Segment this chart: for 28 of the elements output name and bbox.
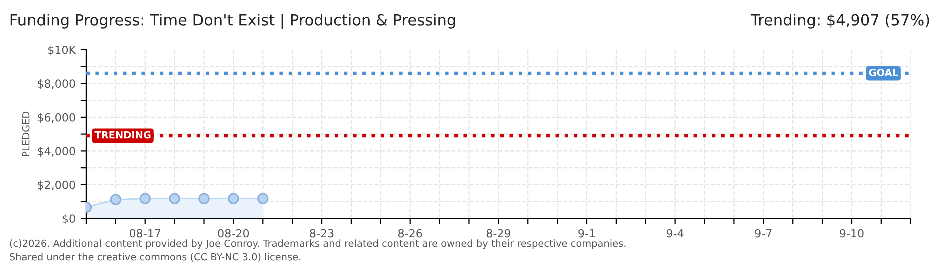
x-tick-label: 8-29 (486, 229, 510, 238)
point (258, 193, 269, 204)
point (228, 193, 240, 204)
ref-line-label: GOAL (869, 69, 898, 76)
x-tick-label: 8-23 (310, 229, 334, 238)
point (140, 193, 151, 204)
y-axis-title: PLEDGED (22, 112, 30, 156)
y-tick-label: $6,000 (38, 113, 76, 124)
y-tick-label: $2,000 (38, 180, 76, 191)
x-tick-label: 8-26 (398, 229, 422, 238)
point (198, 193, 210, 204)
text: (c)2026. Additional content provided by Joe Conroy. Trademarks and related content are owned by their respective companies. (10, 240, 626, 250)
x-tick-label: 9-1 (578, 229, 596, 238)
x-tick-label: 08-17 (130, 229, 161, 238)
point (110, 194, 122, 206)
x-tick-label: 9-7 (755, 229, 772, 238)
y-tick-label: $4,000 (38, 146, 76, 158)
y-tick-label: $10K (48, 46, 76, 56)
x-tick-label: 08-20 (218, 229, 250, 238)
text: Shared under the creative commons (CC BY-NC 3.0) license. (10, 253, 301, 262)
ref-line-label: TRENDING (94, 131, 151, 139)
chart-title: Funding Progress: Time Don't Exist | Production & Pressing (10, 14, 456, 30)
chart-subtitle: Trending: $4,907 (57%) (750, 14, 930, 29)
y-tick-label: $8,000 (38, 79, 76, 90)
x-tick-label: 9-4 (666, 229, 684, 238)
x-tick-label: 9-10 (840, 229, 864, 238)
point (169, 193, 180, 204)
y-tick-label: $0 (62, 214, 76, 225)
